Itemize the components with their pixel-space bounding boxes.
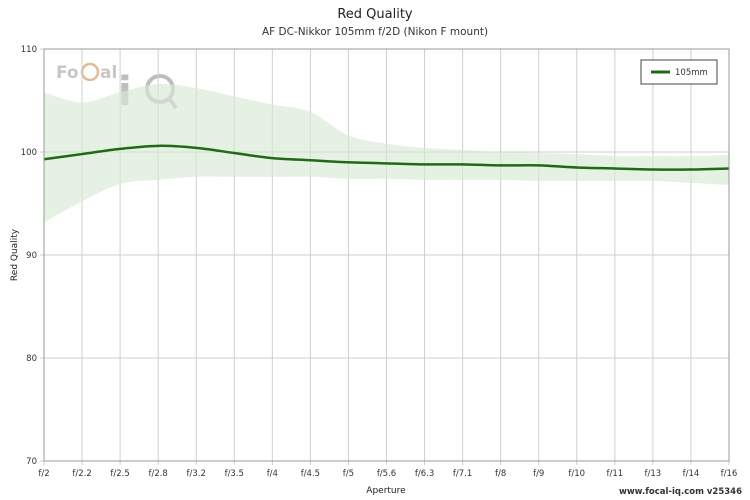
x-tick-label: f/2.2 <box>72 469 91 479</box>
y-tick-label: 80 <box>26 354 37 364</box>
x-tick-label: f/5.6 <box>377 469 396 479</box>
x-axis-label: Aperture <box>366 486 406 496</box>
x-tick-label: f/4 <box>267 469 278 479</box>
x-tick-label: f/2 <box>38 469 49 479</box>
x-tick-label: f/6.3 <box>415 469 434 479</box>
x-tick-label: f/7.1 <box>453 469 472 479</box>
x-tick-label: f/3.5 <box>225 469 244 479</box>
y-tick-label: 100 <box>21 148 37 158</box>
legend: 105mm <box>640 59 718 85</box>
x-tick-label: f/16 <box>721 469 738 479</box>
legend-label-105mm: 105mm <box>675 68 708 78</box>
y-tick-label: 90 <box>26 251 37 261</box>
x-axis-ticks: f/2 f/2.2 f/2.5 f/2.8 f/3.2 f/3.5 f/4 f/4.5 f/5 f… <box>38 469 737 479</box>
x-tick-label: f/2.8 <box>148 469 167 479</box>
y-axis-label: Red Quality <box>10 228 20 281</box>
x-tick-label: f/8 <box>495 469 506 479</box>
footer-url: www.focal-iq.com v25346 <box>618 487 742 497</box>
y-tick-label: 110 <box>21 45 37 55</box>
quality-band-area <box>44 83 729 223</box>
x-tick-label: f/3.2 <box>187 469 206 479</box>
x-tick-label: f/5 <box>343 469 354 479</box>
plot-frame <box>43 48 730 462</box>
x-tick-label: f/10 <box>568 469 585 479</box>
y-tick-label: 70 <box>26 457 37 467</box>
svg-text:al: al <box>100 63 117 83</box>
x-tick-label: f/9 <box>533 469 544 479</box>
x-tick-label: f/2.5 <box>110 469 129 479</box>
x-tick-label: f/14 <box>683 469 700 479</box>
chart-title: Red Quality <box>337 7 413 22</box>
svg-text:Fo: Fo <box>56 63 79 83</box>
x-tick-label: f/11 <box>606 469 623 479</box>
y-axis-ticks: 70 80 90 100 110 <box>21 45 37 467</box>
x-tick-label: f/4.5 <box>301 469 320 479</box>
series-line-105mm <box>43 144 730 171</box>
chart-subtitle: AF DC-Nikkor 105mm f/2D (Nikon F mount) <box>261 26 489 38</box>
x-tick-label: f/13 <box>645 469 662 479</box>
